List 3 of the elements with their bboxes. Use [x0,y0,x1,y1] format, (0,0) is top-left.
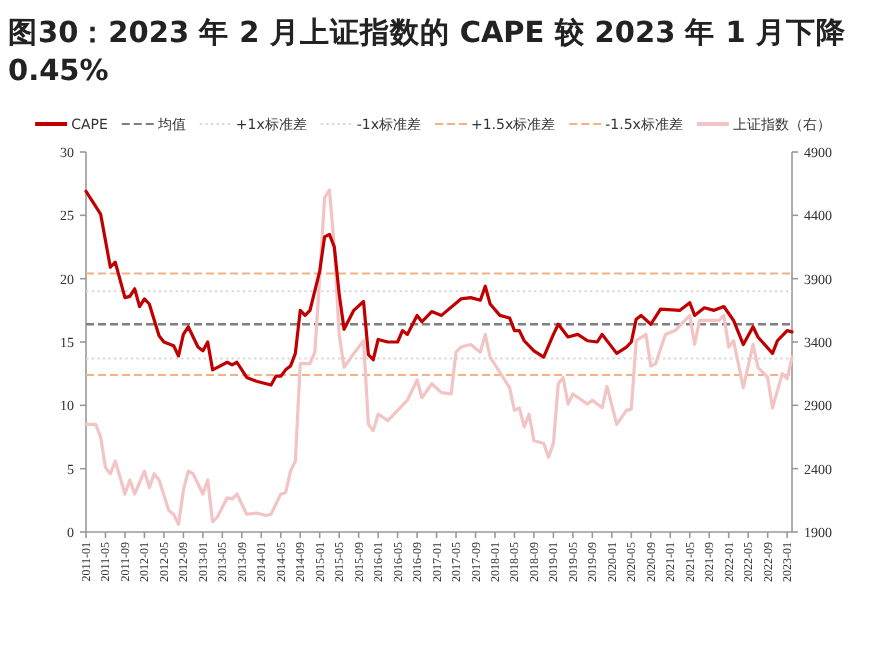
chart-title: 图30：2023 年 2 月上证指数的 CAPE 较 2023 年 1 月下降 0.45% [8,16,856,88]
line-series [84,188,794,526]
line-series [84,189,794,387]
